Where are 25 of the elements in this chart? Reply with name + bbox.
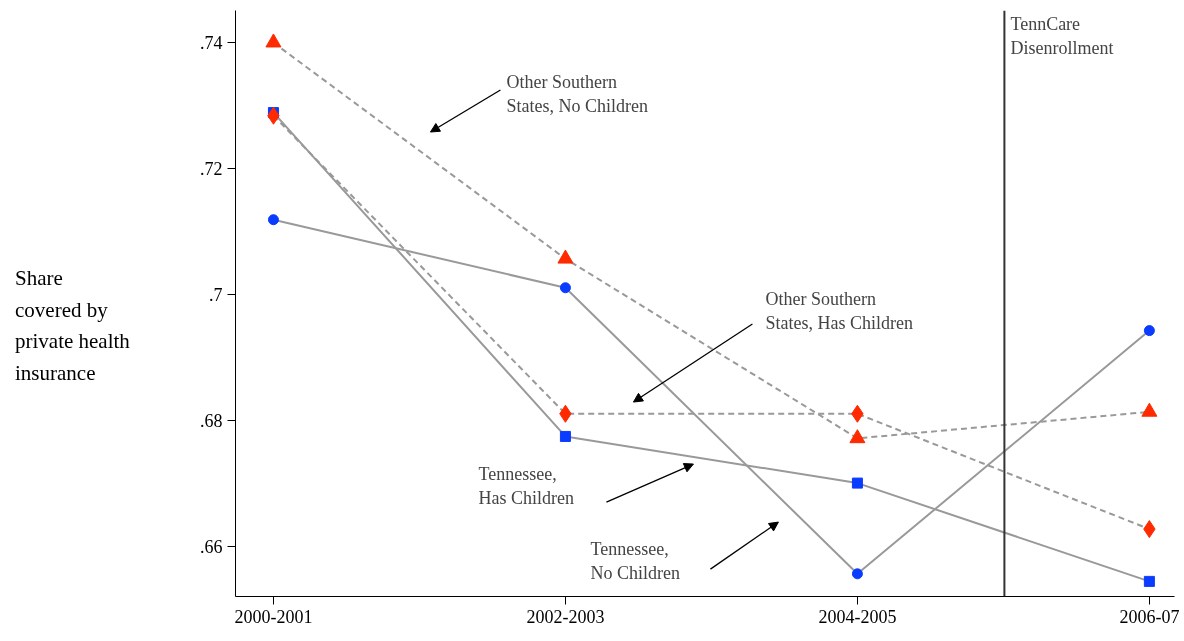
- point: [1143, 325, 1155, 337]
- point: [265, 33, 282, 48]
- point: [851, 568, 863, 580]
- annotation: TennCare Disenrollment: [1010, 14, 1114, 58]
- point: [559, 282, 571, 294]
- y-tick-label: .7: [209, 284, 223, 305]
- x-tick-label: 2006-07: [1119, 606, 1180, 627]
- x-tick-label: 2004-2005: [818, 606, 897, 627]
- point: [851, 477, 863, 489]
- point: [559, 430, 571, 442]
- point: [557, 249, 574, 264]
- annotation: Other Southern States, Has Children: [765, 289, 913, 334]
- y-axis-title: Share covered by private health insurance: [15, 265, 130, 387]
- y-tick-label: .68: [200, 410, 223, 431]
- y-tick-label: .74: [200, 32, 223, 53]
- point: [849, 429, 866, 444]
- y-tick-label: .66: [200, 536, 223, 557]
- annotation: Tennessee, Has Children: [478, 464, 574, 509]
- point: [267, 214, 279, 226]
- point: [1143, 575, 1155, 587]
- y-tick-label: .72: [200, 158, 223, 179]
- annotation: Tennessee, No Children: [590, 539, 680, 584]
- x-tick-label: 2000-2001: [234, 606, 313, 627]
- x-tick-label: 2002-2003: [526, 606, 605, 627]
- annotation: Other Southern States, No Children: [506, 72, 648, 117]
